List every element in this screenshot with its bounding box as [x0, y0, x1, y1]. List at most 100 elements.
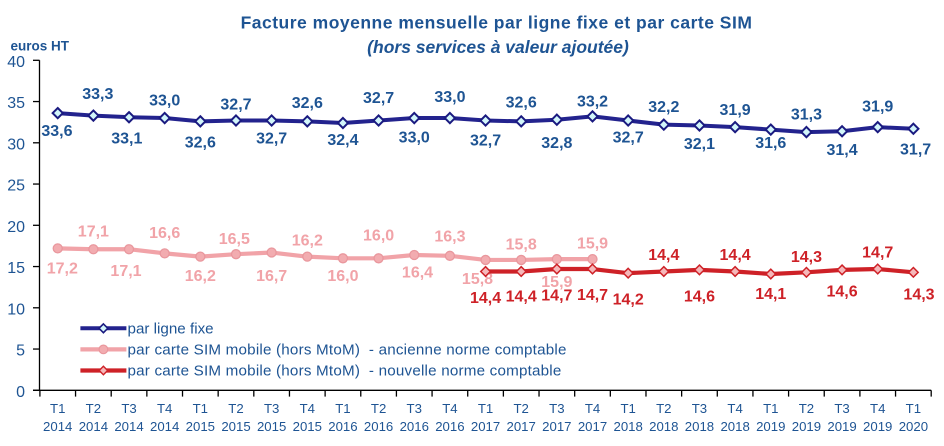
- svg-text:33,0: 33,0: [399, 129, 430, 146]
- svg-text:33,3: 33,3: [82, 86, 113, 103]
- svg-text:16,5: 16,5: [219, 231, 250, 248]
- svg-text:17,2: 17,2: [47, 261, 78, 278]
- svg-text:T2: T2: [228, 401, 243, 416]
- svg-text:2014: 2014: [114, 419, 143, 434]
- svg-text:T4: T4: [300, 401, 315, 416]
- svg-text:euros HT: euros HT: [11, 39, 70, 54]
- svg-text:16,0: 16,0: [327, 268, 358, 285]
- svg-text:15,9: 15,9: [577, 235, 608, 252]
- svg-text:2015: 2015: [293, 419, 322, 434]
- svg-text:T3: T3: [834, 401, 849, 416]
- svg-text:25: 25: [7, 178, 25, 195]
- svg-text:T3: T3: [407, 401, 422, 416]
- svg-text:16,2: 16,2: [185, 268, 216, 285]
- svg-text:2014: 2014: [79, 419, 108, 434]
- svg-text:15: 15: [7, 260, 25, 277]
- svg-text:30: 30: [7, 136, 25, 153]
- svg-text:31,6: 31,6: [755, 135, 786, 152]
- svg-text:16,4: 16,4: [402, 264, 433, 281]
- svg-text:15,9: 15,9: [541, 274, 572, 291]
- svg-text:T4: T4: [442, 401, 457, 416]
- svg-text:2018: 2018: [613, 419, 642, 434]
- svg-text:T2: T2: [799, 401, 814, 416]
- svg-text:T3: T3: [264, 401, 279, 416]
- svg-text:T2: T2: [86, 401, 101, 416]
- svg-text:T1: T1: [478, 401, 493, 416]
- svg-text:33,0: 33,0: [149, 93, 180, 110]
- svg-text:T1: T1: [620, 401, 635, 416]
- svg-text:2017: 2017: [578, 419, 607, 434]
- svg-text:33,6: 33,6: [41, 123, 72, 140]
- svg-text:par ligne fixe: par ligne fixe: [128, 320, 214, 337]
- svg-text:16,6: 16,6: [149, 225, 180, 242]
- svg-text:14,4: 14,4: [648, 247, 679, 264]
- svg-text:T1: T1: [335, 401, 350, 416]
- svg-text:T2: T2: [371, 401, 386, 416]
- svg-text:2016: 2016: [328, 419, 357, 434]
- svg-text:par carte SIM mobile (hors Mto: par carte SIM mobile (hors MtoM) - ancie…: [128, 341, 567, 358]
- svg-text:32,7: 32,7: [470, 133, 501, 150]
- svg-text:T4: T4: [157, 401, 172, 416]
- svg-text:2015: 2015: [257, 419, 286, 434]
- svg-text:16,0: 16,0: [363, 228, 394, 245]
- svg-text:T4: T4: [870, 401, 885, 416]
- svg-text:2016: 2016: [435, 419, 464, 434]
- svg-text:14,4: 14,4: [720, 247, 751, 264]
- svg-text:40: 40: [7, 54, 25, 71]
- svg-text:14,7: 14,7: [541, 287, 572, 304]
- svg-text:T1: T1: [763, 401, 778, 416]
- svg-text:32,7: 32,7: [256, 131, 287, 148]
- svg-text:32,6: 32,6: [506, 95, 537, 112]
- svg-text:0: 0: [16, 384, 25, 401]
- svg-text:14,6: 14,6: [826, 283, 857, 300]
- svg-text:32,1: 32,1: [684, 136, 715, 153]
- svg-text:10: 10: [7, 301, 25, 318]
- svg-text:2020: 2020: [899, 419, 928, 434]
- svg-text:14,6: 14,6: [684, 288, 715, 305]
- svg-text:2017: 2017: [507, 419, 536, 434]
- svg-text:14,7: 14,7: [862, 245, 893, 262]
- svg-text:2015: 2015: [186, 419, 215, 434]
- svg-text:14,4: 14,4: [506, 289, 537, 306]
- svg-text:33,0: 33,0: [434, 89, 465, 106]
- svg-text:32,7: 32,7: [613, 130, 644, 147]
- svg-text:14,3: 14,3: [903, 287, 934, 304]
- svg-text:14,7: 14,7: [577, 287, 608, 304]
- svg-text:15,8: 15,8: [506, 237, 537, 254]
- svg-text:20: 20: [7, 219, 25, 236]
- svg-text:Facture moyenne mensuelle par: Facture moyenne mensuelle par ligne fixe…: [241, 13, 753, 33]
- svg-text:2018: 2018: [649, 419, 678, 434]
- svg-text:2016: 2016: [364, 419, 393, 434]
- svg-text:par carte SIM mobile (hors Mto: par carte SIM mobile (hors MtoM) - nouve…: [128, 363, 562, 380]
- svg-text:T1: T1: [193, 401, 208, 416]
- svg-text:T4: T4: [727, 401, 742, 416]
- svg-text:32,7: 32,7: [363, 90, 394, 107]
- svg-text:32,6: 32,6: [292, 95, 323, 112]
- svg-text:2017: 2017: [471, 419, 500, 434]
- svg-text:16,2: 16,2: [292, 233, 323, 250]
- svg-text:5: 5: [16, 343, 25, 360]
- svg-text:32,8: 32,8: [541, 135, 572, 152]
- svg-text:32,2: 32,2: [648, 99, 679, 116]
- svg-text:17,1: 17,1: [110, 263, 141, 280]
- svg-text:T2: T2: [514, 401, 529, 416]
- svg-text:31,7: 31,7: [900, 141, 931, 158]
- svg-text:2014: 2014: [150, 419, 179, 434]
- svg-text:T3: T3: [692, 401, 707, 416]
- svg-text:2018: 2018: [685, 419, 714, 434]
- svg-text:2017: 2017: [542, 419, 571, 434]
- svg-text:31,3: 31,3: [791, 107, 822, 124]
- svg-text:14,3: 14,3: [791, 249, 822, 266]
- svg-text:2015: 2015: [221, 419, 250, 434]
- svg-text:14,1: 14,1: [755, 286, 786, 303]
- svg-text:33,2: 33,2: [577, 94, 608, 111]
- svg-text:2019: 2019: [756, 419, 785, 434]
- svg-text:2016: 2016: [400, 419, 429, 434]
- svg-text:32,7: 32,7: [220, 96, 251, 113]
- svg-text:16,7: 16,7: [256, 268, 287, 285]
- svg-text:31,9: 31,9: [720, 102, 751, 119]
- svg-text:(hors services à valeur ajouté: (hors services à valeur ajoutée): [367, 37, 629, 57]
- svg-text:16,3: 16,3: [434, 229, 465, 246]
- svg-text:T2: T2: [656, 401, 671, 416]
- svg-text:32,6: 32,6: [185, 135, 216, 152]
